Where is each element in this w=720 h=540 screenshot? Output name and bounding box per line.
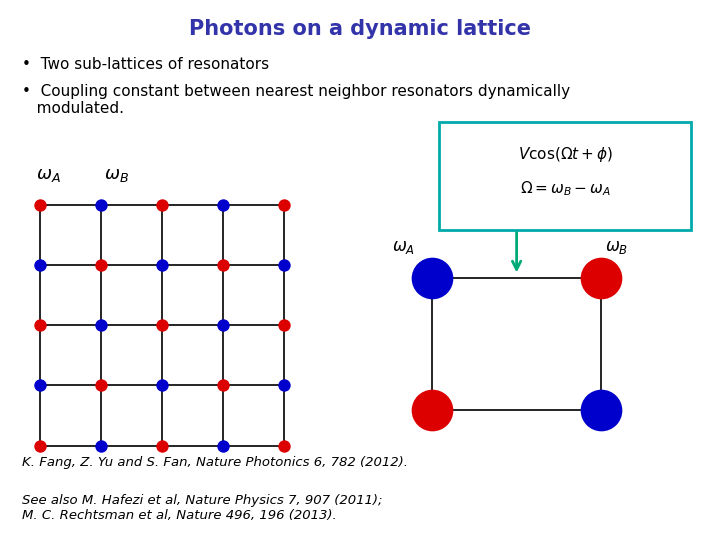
Point <box>217 261 229 269</box>
Text: $\omega_B$: $\omega_B$ <box>605 239 628 256</box>
Point <box>95 381 107 390</box>
Point <box>426 406 438 415</box>
Point <box>156 321 168 329</box>
Point <box>156 441 168 450</box>
Point <box>279 261 290 269</box>
Point <box>279 381 290 390</box>
Point <box>34 321 45 329</box>
Point <box>279 201 290 210</box>
Point <box>34 201 45 210</box>
Text: $V\mathrm{cos}(\Omega t + \phi)$: $V\mathrm{cos}(\Omega t + \phi)$ <box>518 145 613 165</box>
Point <box>95 261 107 269</box>
Text: $\Omega = \omega_B - \omega_A$: $\Omega = \omega_B - \omega_A$ <box>520 180 611 198</box>
Point <box>34 381 45 390</box>
Point <box>217 201 229 210</box>
Point <box>426 274 438 282</box>
Point <box>217 381 229 390</box>
Text: $\omega_B$: $\omega_B$ <box>104 166 130 184</box>
Point <box>279 321 290 329</box>
FancyBboxPatch shape <box>439 122 691 230</box>
Point <box>95 321 107 329</box>
Point <box>34 261 45 269</box>
Text: See also M. Hafezi et al, Nature Physics 7, 907 (2011);
M. C. Rechtsman et al, N: See also M. Hafezi et al, Nature Physics… <box>22 494 382 522</box>
Text: •  Two sub-lattices of resonators: • Two sub-lattices of resonators <box>22 57 269 72</box>
Text: K. Fang, Z. Yu and S. Fan, Nature Photonics 6, 782 (2012).: K. Fang, Z. Yu and S. Fan, Nature Photon… <box>22 456 408 469</box>
Point <box>95 441 107 450</box>
Point <box>156 261 168 269</box>
Point <box>156 381 168 390</box>
Point <box>95 201 107 210</box>
Point <box>595 406 607 415</box>
Point <box>217 441 229 450</box>
Point <box>217 321 229 329</box>
Point <box>34 441 45 450</box>
Point <box>595 274 607 282</box>
Point <box>156 201 168 210</box>
Point <box>279 441 290 450</box>
Text: •  Coupling constant between nearest neighbor resonators dynamically
   modulate: • Coupling constant between nearest neig… <box>22 84 570 116</box>
Text: Photons on a dynamic lattice: Photons on a dynamic lattice <box>189 19 531 39</box>
Text: $\omega_A$: $\omega_A$ <box>392 239 415 256</box>
Text: $\omega_A$: $\omega_A$ <box>36 166 60 184</box>
